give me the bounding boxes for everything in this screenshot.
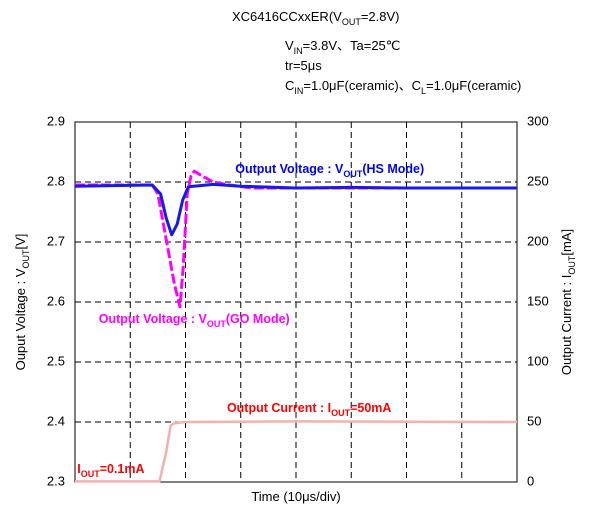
annotation-part: (GO Mode) [226,312,290,326]
y-axis-label-part: OUT [21,249,31,269]
annotation: Output Voltage : VOUT(HS Mode) [235,162,424,179]
condition-part: tr=5μs [285,58,322,73]
annotation-part: Output Current : I [227,401,331,415]
x-axis-label: Time (10μs/div) [251,489,340,504]
annotation-part: I [77,462,80,476]
y-tick-label: 2.4 [47,413,65,428]
y2-tick-label: 50 [527,413,541,428]
annotation-part: (HS Mode) [362,162,424,176]
y2-axis-label-part: Output Current : I [559,275,574,375]
y-tick-label: 2.7 [47,233,65,248]
condition-part: C [285,78,294,93]
annotation-part: OUT [331,408,351,418]
annotation-part: =50mA [350,401,391,415]
y2-tick-label: 300 [527,113,549,128]
condition: CIN=1.0μF(ceramic)、CL=1.0μF(ceramic) [285,78,521,96]
y2-axis-label-part: OUT [567,255,577,275]
condition-part: =3.8V、Ta=25℃ [303,38,401,53]
y-axis-label: Ouput Voltage : VOUT[V] [13,234,31,371]
chart-title: XC6416CCxxER(VOUT=2.8V) [232,9,400,27]
plot-frame [74,121,518,483]
y-tick-label: 2.5 [47,353,65,368]
annotation-part: =0.1mA [100,462,145,476]
annotation: IOUT=0.1mA [77,462,144,479]
annotation-part: OUT [343,169,363,179]
y2-tick-label: 200 [527,233,549,248]
annotation-part: OUT [207,319,227,329]
condition: VIN=3.8V、Ta=25℃ [285,38,400,56]
annotation-part: Output Voltage : V [235,162,344,176]
annotation: Output Current : IOUT=50mA [227,401,392,418]
y2-tick-label: 150 [527,293,549,308]
y-tick-label: 2.3 [47,473,65,488]
y2-axis-label: Output Current : IOUT[mA] [559,229,577,375]
condition-part: =1.0μF(ceramic)、C [303,78,421,93]
y-axis-label-part: Ouput Voltage : V [13,268,28,370]
condition-part: V [285,38,294,53]
y-tick-label: 2.9 [47,113,65,128]
condition-part: IN [294,86,303,96]
annotation-part: Output Voltage : V [99,312,208,326]
chart-title-part: =2.8V) [361,9,400,24]
condition-part: IN [294,46,303,56]
annotation: Output Voltage : VOUT(GO Mode) [99,312,290,329]
chart-title-part: XC6416CCxxER(V [232,9,342,24]
condition: tr=5μs [285,58,322,73]
chart-title-part: OUT [342,17,362,27]
y2-tick-label: 250 [527,173,549,188]
condition-part: =1.0μF(ceramic) [426,78,521,93]
annotation-part: OUT [81,469,101,479]
x-axis-label-part: Time (10μs/div) [251,489,340,504]
series-line [74,182,517,237]
y-axis-label-part: [V] [13,234,28,250]
condition-part: L [421,86,426,96]
y2-tick-label: 0 [527,473,534,488]
series-line [75,420,518,483]
y-tick-label: 2.8 [47,173,65,188]
y2-axis-label-part: [mA] [559,229,574,256]
y2-tick-label: 100 [527,353,549,368]
y-tick-label: 2.6 [47,293,65,308]
